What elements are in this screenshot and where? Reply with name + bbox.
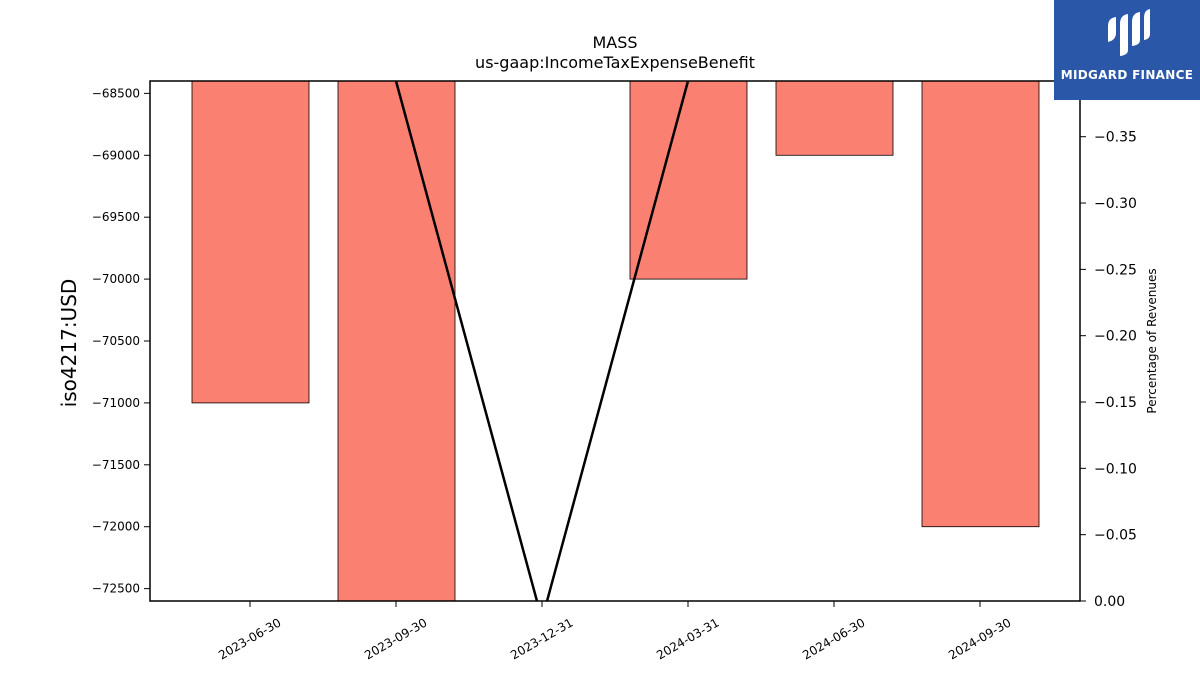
y-tick-label: −72500 (92, 582, 140, 596)
y2-tick-label: −0.10 (1094, 461, 1137, 477)
y2-tick-label: −0.05 (1094, 528, 1137, 544)
x-tick-label: 2024-06-30 (800, 615, 867, 662)
y-tick-label: −71500 (92, 458, 140, 472)
chart-title: MASS (592, 33, 637, 52)
y-tick-label: −69500 (92, 210, 140, 224)
brand-logo: MIDGARD FINANCE (1054, 0, 1200, 100)
y2-tick-label: −0.35 (1094, 130, 1137, 146)
y-tick-label: −69000 (92, 148, 140, 162)
y2-axis: 0.00 −0.05 −0.10 −0.15 −0.20 −0.25 −0.30 −0.35 (1080, 130, 1137, 610)
y-axis: −68500 −69000 −69500 −70000 −70500 −71000 −715… (92, 86, 150, 596)
bar-2024-03-31 (629, 80, 748, 280)
y2-tick-label: −0.20 (1094, 329, 1137, 345)
line-series-percentage (394, 81, 690, 601)
y2-tick-label: −0.25 (1094, 262, 1137, 278)
bar-2023-09-30 (337, 80, 456, 602)
x-tick-label: 2023-12-31 (508, 615, 575, 662)
bar-2024-09-30 (921, 80, 1040, 528)
y-axis-label: iso4217:USD (57, 279, 81, 408)
y2-tick-label: 0.00 (1094, 594, 1125, 610)
bar-2023-06-30 (191, 80, 310, 404)
x-tick-label: 2024-03-31 (654, 615, 721, 662)
y-tick-label: −72000 (92, 520, 140, 534)
y-tick-label: −68500 (92, 86, 140, 100)
x-tick-label: 2023-06-30 (216, 615, 283, 662)
bars-group (191, 80, 1040, 602)
chart-subtitle: us-gaap:IncomeTaxExpenseBenefit (475, 53, 755, 72)
bar-2024-06-30 (775, 80, 894, 156)
x-tick-label: 2024-09-30 (946, 615, 1013, 662)
y-tick-label: −70500 (92, 334, 140, 348)
midgard-logo-icon (1108, 9, 1150, 56)
x-tick-label: 2023-09-30 (362, 615, 429, 662)
y-tick-label: −71000 (92, 396, 140, 410)
y-tick-label: −70000 (92, 272, 140, 286)
y2-tick-label: −0.15 (1094, 395, 1137, 411)
y2-axis-label: Percentage of Revenues (1145, 268, 1159, 413)
y2-tick-label: −0.30 (1094, 196, 1137, 212)
x-axis: 2023-06-30 2023-09-30 2023-12-31 2024-03-31… (216, 601, 1014, 662)
line-group (394, 81, 690, 601)
logo-text: MIDGARD FINANCE (1060, 68, 1194, 82)
